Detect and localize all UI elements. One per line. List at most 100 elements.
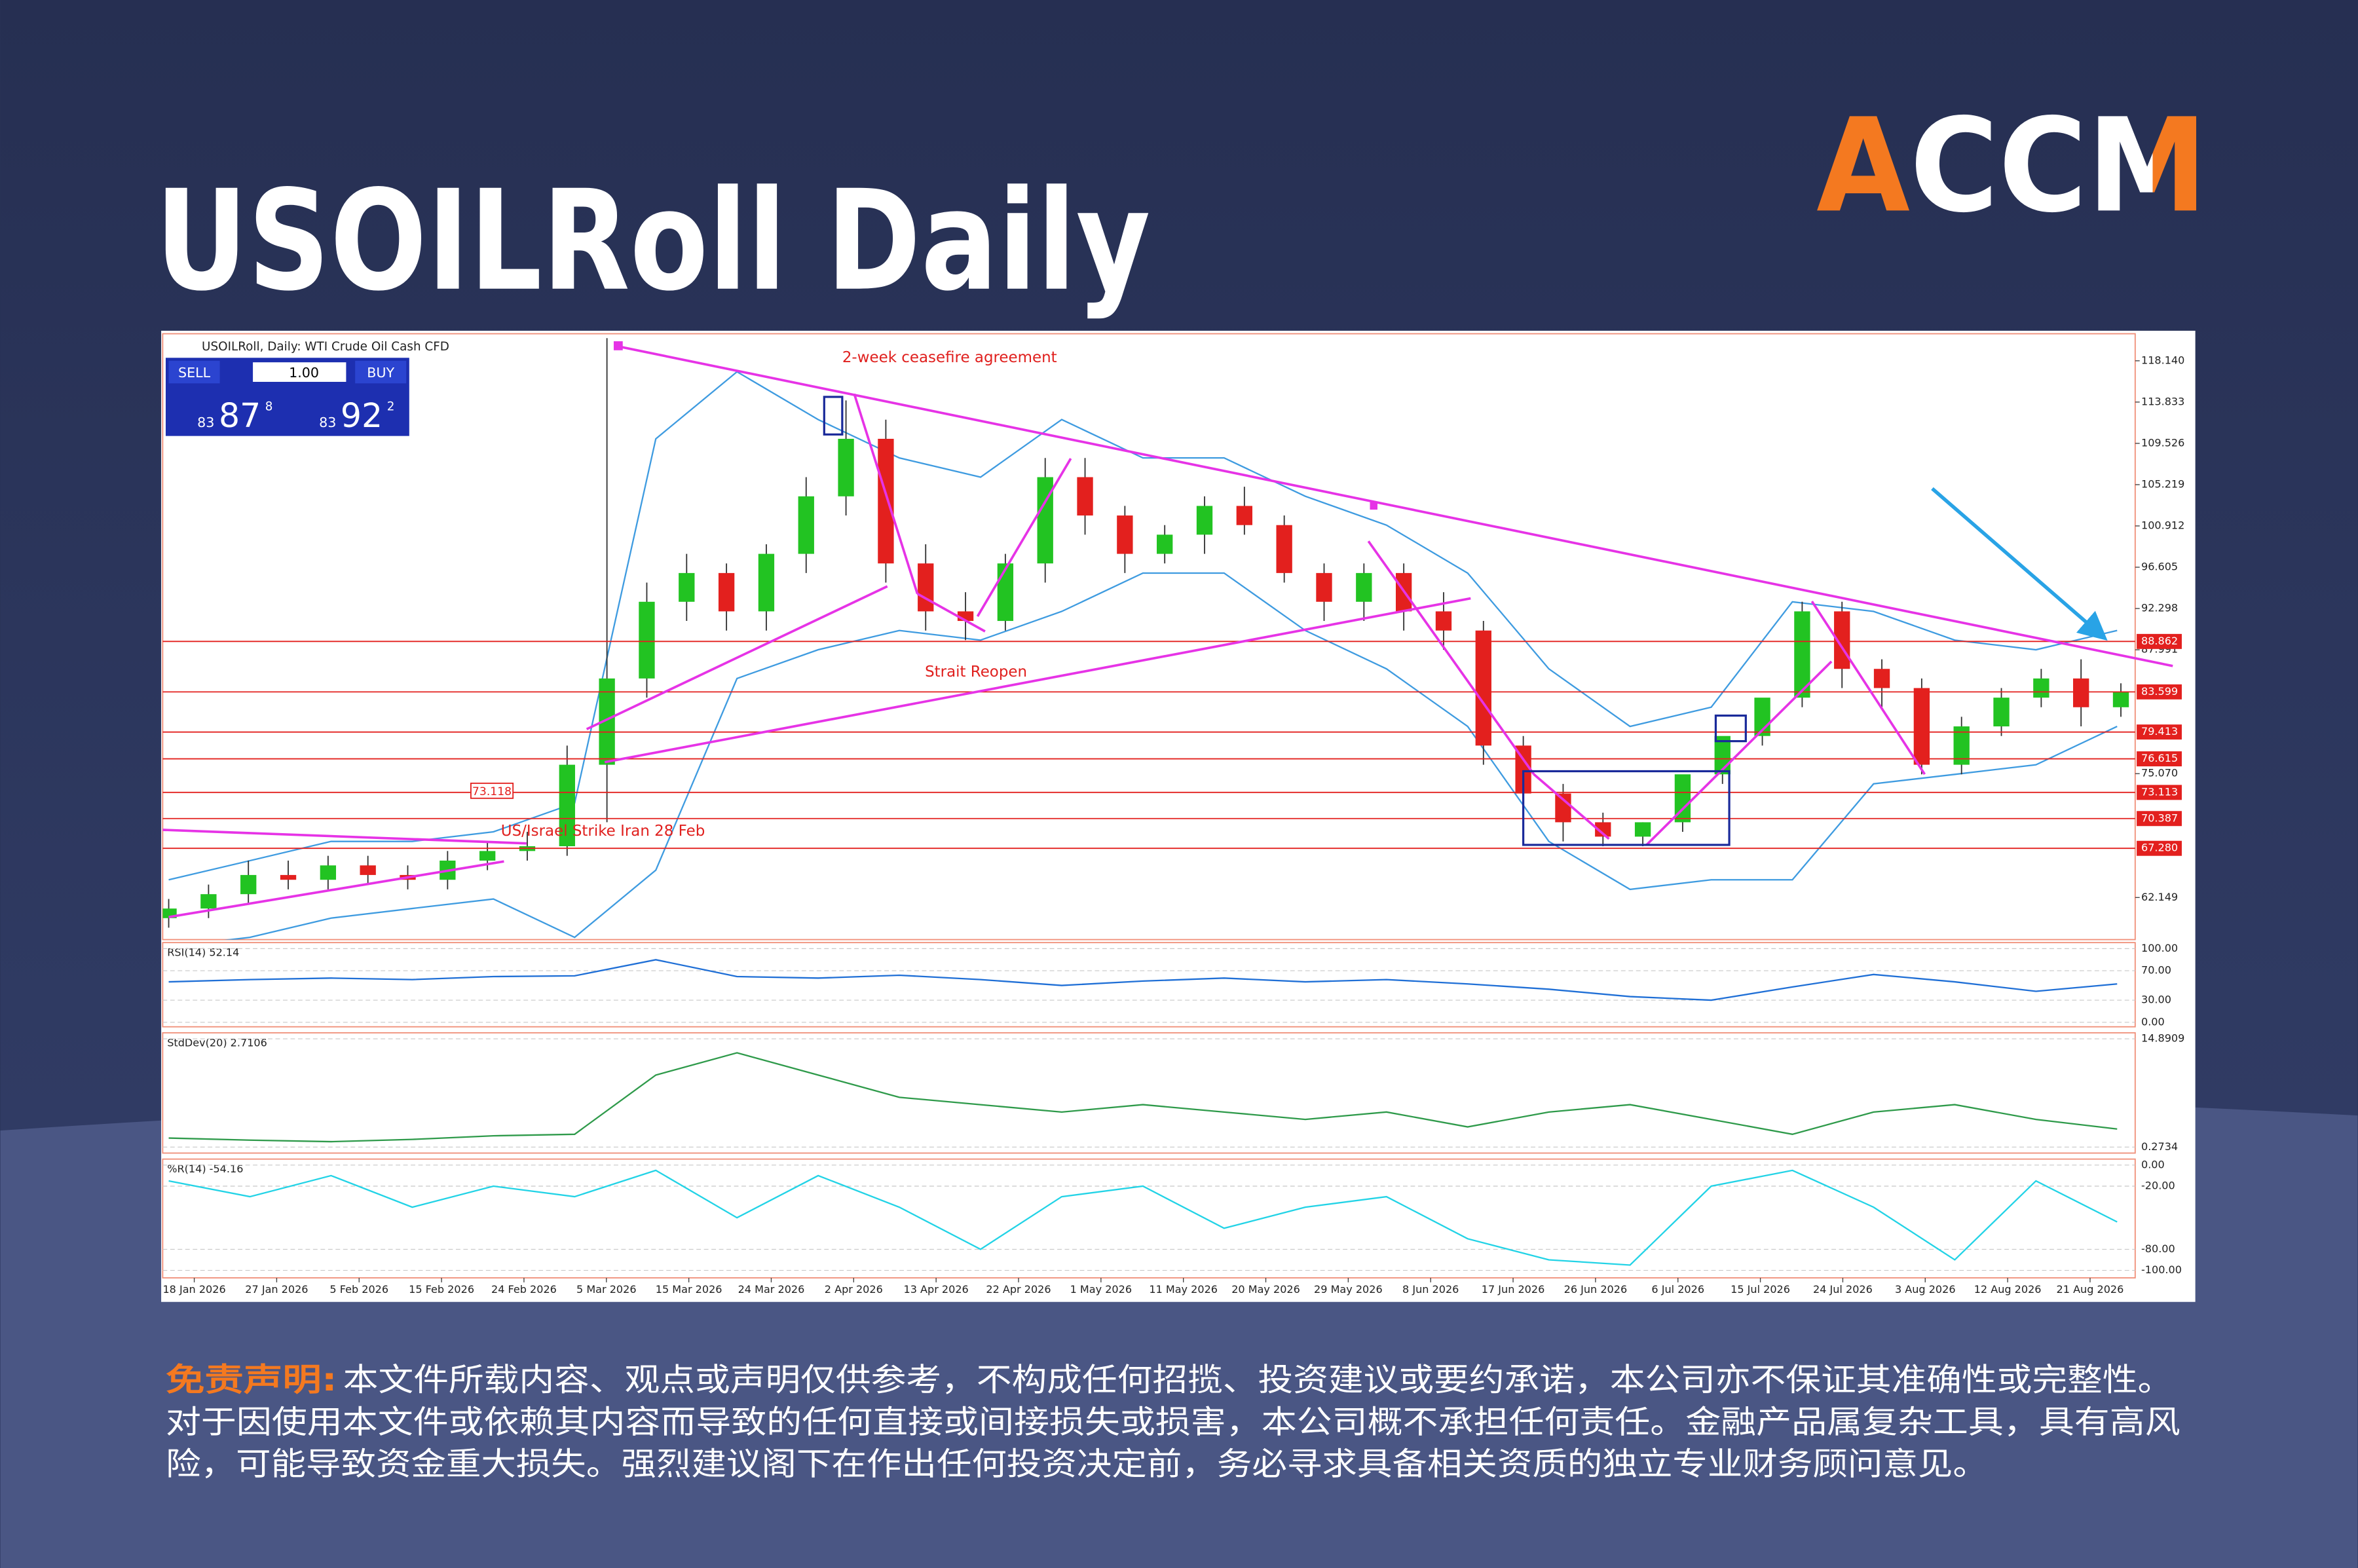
candle-body — [2033, 678, 2049, 698]
candle-body — [718, 572, 735, 612]
y-tick-label: 96.605 — [2141, 561, 2178, 573]
x-tick-label: 15 Jul 2026 — [1731, 1283, 1790, 1296]
level-tag-label: 73.118 — [472, 785, 512, 798]
candle-body — [997, 563, 1014, 622]
volume: 1.00 — [289, 365, 319, 381]
candle-body — [1356, 572, 1372, 602]
y-tick-label: 109.526 — [2141, 436, 2184, 449]
indicator-label: RSI(14) 52.14 — [167, 946, 239, 959]
disclaimer-line: 本文件所载内容、观点或声明仅供参考，不构成任何招揽、投资建议或要约承诺，本公司亦… — [343, 1362, 2173, 1398]
level-tag — [470, 782, 514, 799]
band-upper — [168, 371, 2118, 881]
level-tag — [2137, 811, 2182, 827]
y-tick-label: 0.2734 — [2141, 1140, 2178, 1153]
candle-body — [1913, 688, 1930, 765]
level-tag — [2137, 633, 2182, 649]
level-label: 73.113 — [2141, 785, 2178, 798]
x-tick-label: 3 Aug 2026 — [1895, 1283, 1956, 1296]
level-tag — [2137, 840, 2182, 856]
candle-body — [2112, 692, 2129, 707]
sell-button[interactable] — [168, 360, 220, 384]
y-tick-label: 100.912 — [2141, 519, 2184, 531]
level-label: 83.599 — [2141, 685, 2178, 698]
candle-body — [838, 438, 854, 496]
x-tick-label: 11 May 2026 — [1149, 1283, 1218, 1296]
candle-body — [2073, 678, 2089, 707]
candle-body — [240, 874, 257, 895]
y-tick-label: -100.00 — [2141, 1263, 2182, 1276]
candle-body — [1993, 698, 2010, 727]
candle-body — [1555, 793, 1571, 823]
candle-body — [1595, 822, 1611, 837]
x-tick-label: 15 Mar 2026 — [656, 1283, 722, 1296]
y-tick-label: 105.219 — [2141, 477, 2184, 490]
candle-body — [1157, 534, 1173, 554]
level-tag — [2137, 751, 2182, 767]
ask-big-figure: 83 — [319, 415, 336, 430]
level-label: 67.280 — [2141, 842, 2178, 854]
x-tick-label: 18 Jan 2026 — [162, 1283, 225, 1296]
indicator-label: StdDev(20) 2.7106 — [167, 1036, 267, 1049]
panel-frame — [162, 1032, 2136, 1154]
x-tick-label: 6 Jul 2026 — [1651, 1283, 1704, 1296]
panel-frame — [162, 1158, 2136, 1279]
disclaimer-line: 对于因使用本文件或依赖其内容而导致的任何直接或间接损失或损害，本公司概不承担任何… — [166, 1404, 2180, 1440]
panel-frame — [162, 942, 2136, 1028]
x-tick-label: 24 Feb 2026 — [491, 1283, 557, 1296]
y-tick-label: 113.833 — [2141, 395, 2184, 407]
candle-body — [200, 894, 217, 909]
level-tag — [2137, 684, 2182, 700]
indicator-line — [168, 959, 2118, 1001]
bid-big-figure: 83 — [197, 415, 214, 430]
annotation: 2-week ceasefire agreement — [842, 349, 1057, 366]
x-tick-label: 12 Aug 2026 — [1974, 1283, 2042, 1296]
bid-fraction: 8 — [265, 400, 273, 414]
y-tick-label: -80.00 — [2141, 1242, 2175, 1255]
anchor — [1370, 502, 1377, 510]
ask-pips: 92 — [341, 396, 383, 435]
candle-body — [758, 553, 775, 612]
x-tick-label: 24 Jul 2026 — [1813, 1283, 1873, 1296]
candle-body — [918, 563, 934, 612]
x-tick-label: 15 Feb 2026 — [409, 1283, 474, 1296]
candle-body — [280, 874, 297, 880]
chart-title: USOILRoll, Daily: WTI Crude Oil Cash CFD — [202, 340, 449, 354]
boxes — [823, 396, 1747, 846]
candle-body — [1196, 506, 1213, 535]
candle-body — [1794, 611, 1810, 698]
candle-body — [1873, 669, 1890, 688]
candle-body — [798, 496, 814, 554]
bid-price: 83 87 8 — [197, 396, 272, 435]
y-tick-label: 14.8909 — [2141, 1032, 2184, 1045]
candle-body — [1475, 630, 1491, 746]
volume-box[interactable] — [253, 362, 346, 383]
y-tick-label: 0.00 — [2141, 1158, 2165, 1170]
candle-body — [320, 865, 337, 880]
candle-body — [1435, 611, 1452, 631]
candle-body — [1634, 822, 1651, 837]
disclaimer-label: 免责声明: — [166, 1362, 337, 1398]
y-tick-label: 70.00 — [2141, 964, 2171, 977]
x-tick-label: 27 Jan 2026 — [245, 1283, 308, 1296]
x-tick-label: 17 Jun 2026 — [1482, 1283, 1545, 1296]
indicator-line — [168, 1169, 2118, 1266]
y-tick-label: 75.070 — [2141, 767, 2178, 779]
level-label: 88.862 — [2141, 635, 2178, 647]
trendlines — [162, 345, 2173, 918]
level-tag — [2137, 724, 2182, 740]
candle-body — [639, 601, 655, 679]
buy-button[interactable] — [355, 360, 407, 384]
x-tick-label: 26 Jun 2026 — [1564, 1283, 1628, 1296]
indicator-line — [168, 1052, 2118, 1143]
y-tick-label: 100.00 — [2141, 942, 2178, 954]
level-label: 70.387 — [2141, 812, 2178, 824]
anchor — [613, 341, 623, 350]
x-tick-label: 5 Feb 2026 — [329, 1283, 388, 1296]
candle-body — [679, 572, 695, 602]
ask-price: 83 92 2 — [319, 396, 394, 435]
candle-body — [1316, 572, 1332, 602]
chart-panel — [161, 330, 2196, 1302]
candle-body — [1117, 515, 1133, 554]
level-label: 79.413 — [2141, 725, 2178, 737]
